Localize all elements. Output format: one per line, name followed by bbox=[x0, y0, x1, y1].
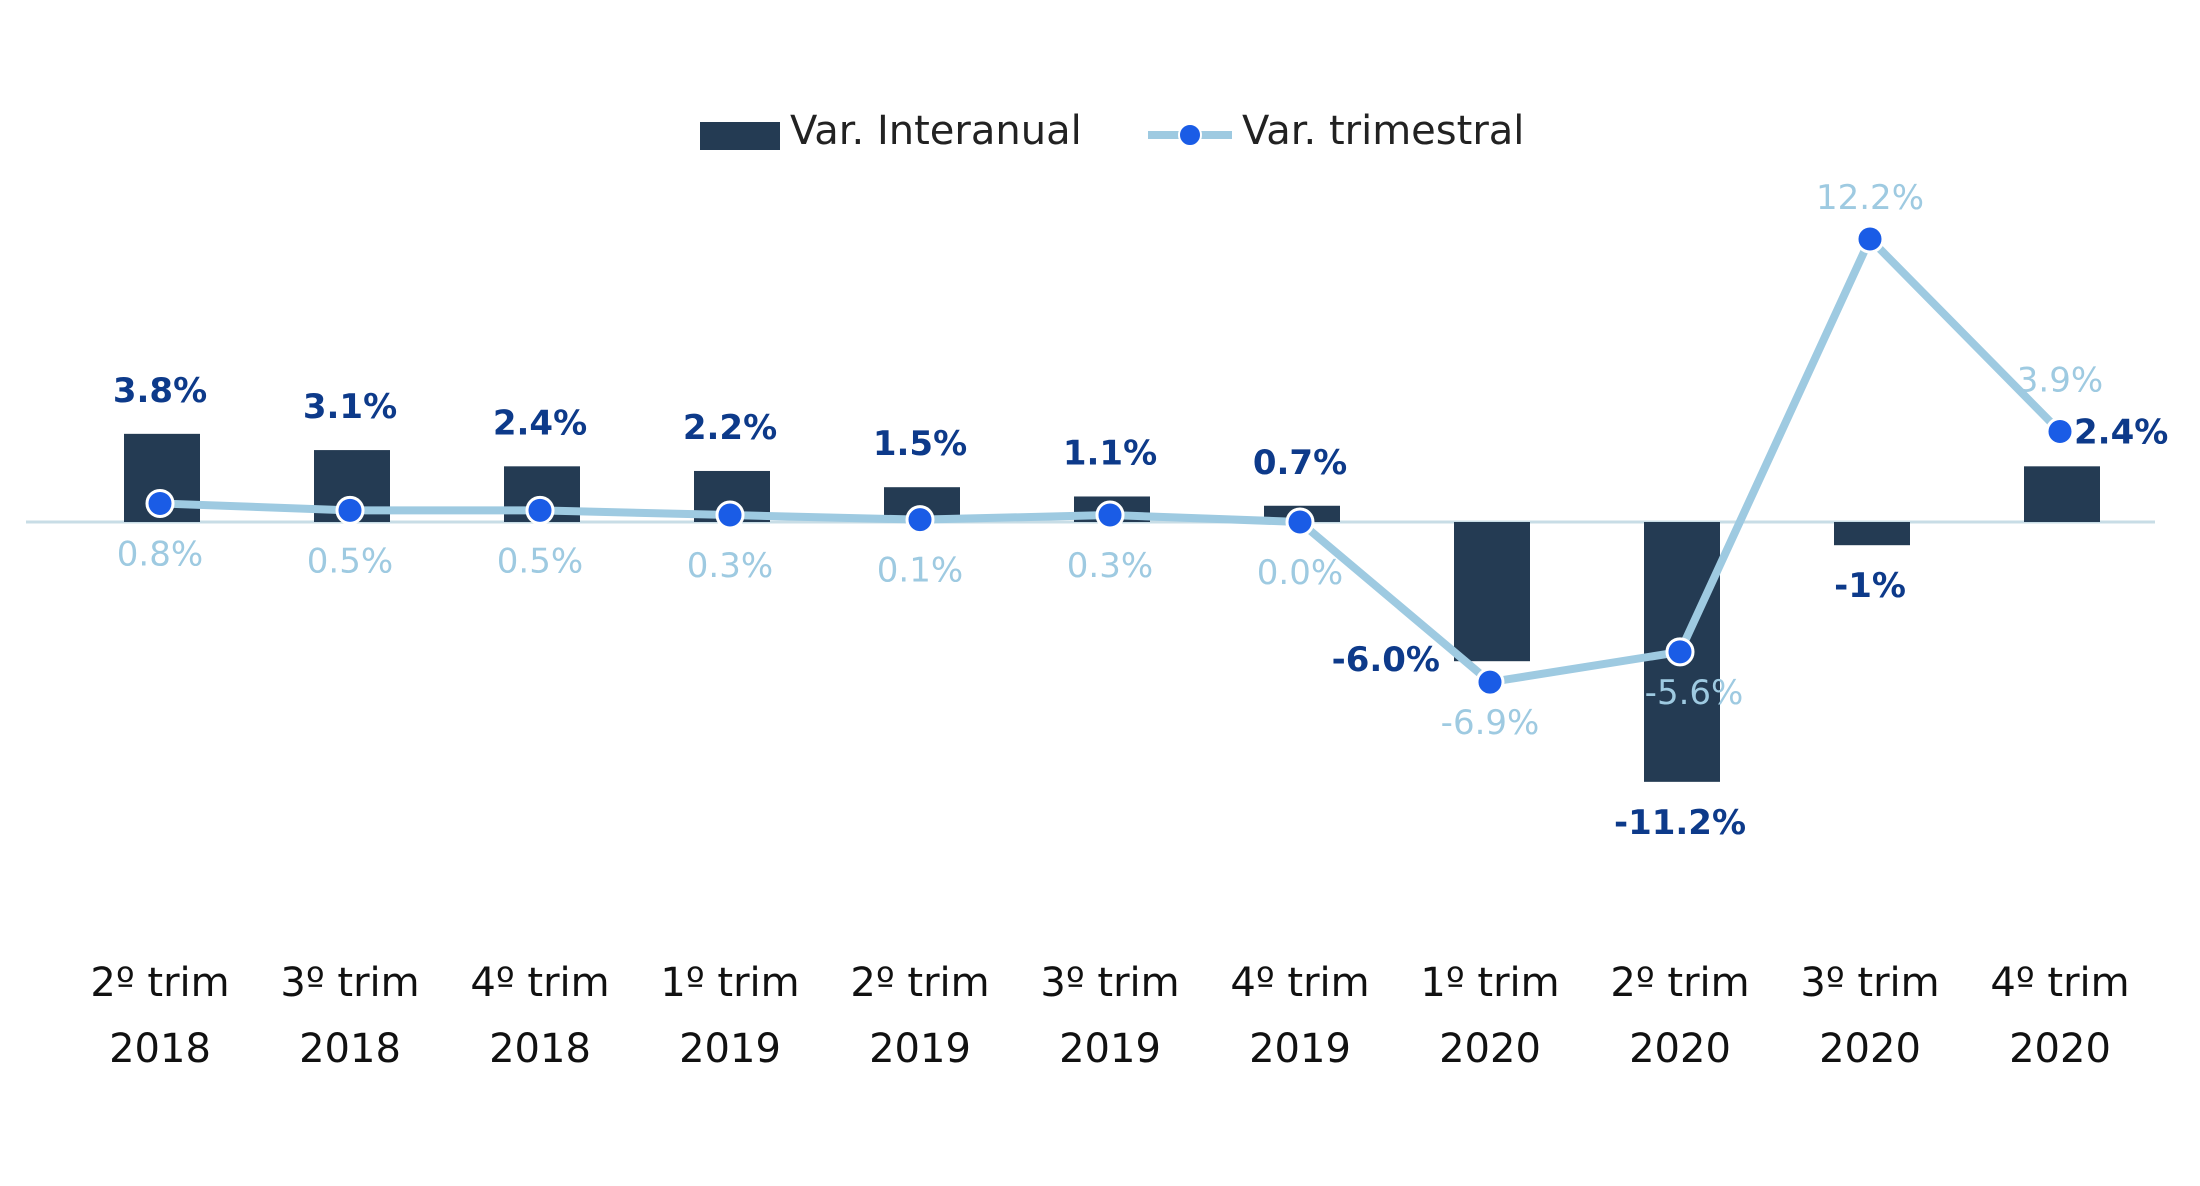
bar-label-10: 2.4% bbox=[2074, 413, 2168, 453]
x-tick-label-1-line1: 3º trim bbox=[280, 960, 419, 1006]
line-label-1: 0.5% bbox=[307, 541, 393, 581]
x-tick-label-9-line1: 3º trim bbox=[1800, 960, 1939, 1006]
x-tick-label-7-line1: 1º trim bbox=[1420, 960, 1559, 1006]
bar-7 bbox=[1454, 522, 1530, 662]
line-point-5 bbox=[1095, 500, 1125, 530]
bar-label-3: 2.2% bbox=[683, 408, 777, 448]
line-point-6 bbox=[1285, 507, 1315, 537]
x-tick-label-2-line1: 4º trim bbox=[470, 960, 609, 1006]
x-tick-label-3-line2: 2019 bbox=[679, 1026, 781, 1072]
x-tick-label-10-line2: 2020 bbox=[2009, 1026, 2111, 1072]
x-tick-label-6-line1: 4º trim bbox=[1230, 960, 1369, 1006]
line-point-3 bbox=[715, 500, 745, 530]
line-point-1 bbox=[335, 495, 365, 525]
legend-label-interanual: Var. Interanual bbox=[790, 108, 1082, 154]
line-label-6: 0.0% bbox=[1257, 553, 1343, 593]
x-tick-label-4-line2: 2019 bbox=[869, 1026, 971, 1072]
x-axis-labels: 2º trim 2018 3º trim 2018 4º trim 2018 1º trim… bbox=[90, 960, 2129, 1072]
line-label-4: 0.1% bbox=[877, 551, 963, 591]
line-label-5: 0.3% bbox=[1067, 546, 1153, 586]
line-label-7: -6.9% bbox=[1441, 703, 1540, 743]
bar-label-1: 3.1% bbox=[303, 387, 397, 427]
bar-label-8: -11.2% bbox=[1614, 803, 1746, 843]
bar-label-6: 0.7% bbox=[1253, 443, 1347, 483]
bar-label-4: 1.5% bbox=[873, 424, 967, 464]
x-tick-label-0-line2: 2018 bbox=[109, 1026, 211, 1072]
x-tick-label-5-line2: 2019 bbox=[1059, 1026, 1161, 1072]
line-series-trimestral bbox=[145, 224, 2075, 697]
legend: Var. Interanual Var. trimestral bbox=[700, 108, 1524, 154]
legend-label-trimestral: Var. trimestral bbox=[1242, 108, 1524, 154]
bar-label-7: -6.0% bbox=[1332, 640, 1440, 680]
line-point-2 bbox=[525, 495, 555, 525]
bar-10 bbox=[2024, 466, 2100, 522]
x-tick-label-5-line1: 3º trim bbox=[1040, 960, 1179, 1006]
legend-swatch-interanual bbox=[700, 122, 780, 150]
line-label-10: 3.9% bbox=[2017, 361, 2103, 401]
line-point-4 bbox=[905, 505, 935, 535]
x-tick-label-8-line1: 2º trim bbox=[1610, 960, 1749, 1006]
bar-9 bbox=[1834, 522, 1910, 546]
line-label-3: 0.3% bbox=[687, 546, 773, 586]
line-label-0: 0.8% bbox=[117, 534, 203, 574]
legend-marker-trimestral bbox=[1178, 123, 1202, 147]
x-tick-label-1-line2: 2018 bbox=[299, 1026, 401, 1072]
x-tick-label-6-line2: 2019 bbox=[1249, 1026, 1351, 1072]
bar-series-interanual bbox=[124, 433, 2100, 782]
line-point-7 bbox=[1475, 667, 1505, 697]
line-point-10 bbox=[2045, 417, 2075, 447]
x-tick-label-4-line1: 2º trim bbox=[850, 960, 989, 1006]
x-tick-label-0-line1: 2º trim bbox=[90, 960, 229, 1006]
x-tick-label-2-line2: 2018 bbox=[489, 1026, 591, 1072]
line-label-2: 0.5% bbox=[497, 541, 583, 581]
line-point-9 bbox=[1855, 224, 1885, 254]
x-tick-label-8-line2: 2020 bbox=[1629, 1026, 1731, 1072]
line-point-8 bbox=[1665, 637, 1695, 667]
bar-label-2: 2.4% bbox=[493, 403, 587, 443]
line-label-8: -5.6% bbox=[1645, 673, 1744, 713]
bar-label-0: 3.8% bbox=[113, 371, 207, 411]
x-tick-label-9-line2: 2020 bbox=[1819, 1026, 1921, 1072]
line-label-9: 12.2% bbox=[1816, 178, 1924, 218]
bar-label-9: -1% bbox=[1834, 566, 1906, 606]
x-tick-label-3-line1: 1º trim bbox=[660, 960, 799, 1006]
line-point-0 bbox=[145, 488, 175, 518]
bar-label-5: 1.1% bbox=[1063, 433, 1157, 473]
x-tick-label-10-line1: 4º trim bbox=[1990, 960, 2129, 1006]
data-labels: 3.8% 3.1% 2.4% 2.2% 1.5% 1.1% 0.7% -6.0% -11.2% -… bbox=[113, 178, 2168, 843]
x-tick-label-7-line2: 2020 bbox=[1439, 1026, 1541, 1072]
